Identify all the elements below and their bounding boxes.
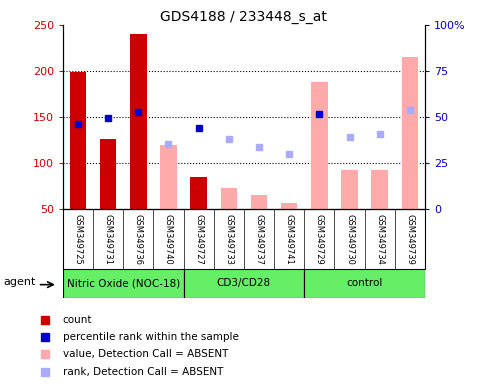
Text: GSM349737: GSM349737 [255, 214, 264, 265]
Bar [63, 269, 184, 298]
Bar [402, 57, 418, 209]
Text: value, Detection Call = ABSENT: value, Detection Call = ABSENT [63, 349, 228, 359]
Text: percentile rank within the sample: percentile rank within the sample [63, 332, 239, 342]
Title: GDS4188 / 233448_s_at: GDS4188 / 233448_s_at [160, 10, 327, 24]
Text: agent: agent [3, 277, 36, 287]
Bar [251, 195, 267, 209]
Bar [311, 82, 327, 209]
Bar [190, 177, 207, 209]
Bar [304, 269, 425, 298]
Bar [70, 72, 86, 209]
Text: GSM349731: GSM349731 [103, 214, 113, 265]
Bar [130, 34, 146, 209]
Text: GSM349725: GSM349725 [73, 214, 83, 265]
Bar [100, 139, 116, 209]
Bar [160, 145, 177, 209]
Text: GSM349734: GSM349734 [375, 214, 384, 265]
Text: GSM349736: GSM349736 [134, 214, 143, 265]
Text: GSM349740: GSM349740 [164, 214, 173, 265]
Text: rank, Detection Call = ABSENT: rank, Detection Call = ABSENT [63, 366, 223, 377]
Text: GSM349730: GSM349730 [345, 214, 354, 265]
Bar [221, 188, 237, 209]
Bar [371, 170, 388, 209]
Text: control: control [346, 278, 383, 288]
Text: Nitric Oxide (NOC-18): Nitric Oxide (NOC-18) [67, 278, 180, 288]
Bar [184, 269, 304, 298]
Bar [281, 203, 298, 209]
Text: GSM349739: GSM349739 [405, 214, 414, 265]
Text: GSM349733: GSM349733 [224, 214, 233, 265]
Text: GSM349729: GSM349729 [315, 214, 324, 265]
Text: CD3/CD28: CD3/CD28 [217, 278, 271, 288]
Text: count: count [63, 314, 92, 325]
Text: GSM349727: GSM349727 [194, 214, 203, 265]
Bar [341, 170, 358, 209]
Text: GSM349741: GSM349741 [284, 214, 294, 265]
